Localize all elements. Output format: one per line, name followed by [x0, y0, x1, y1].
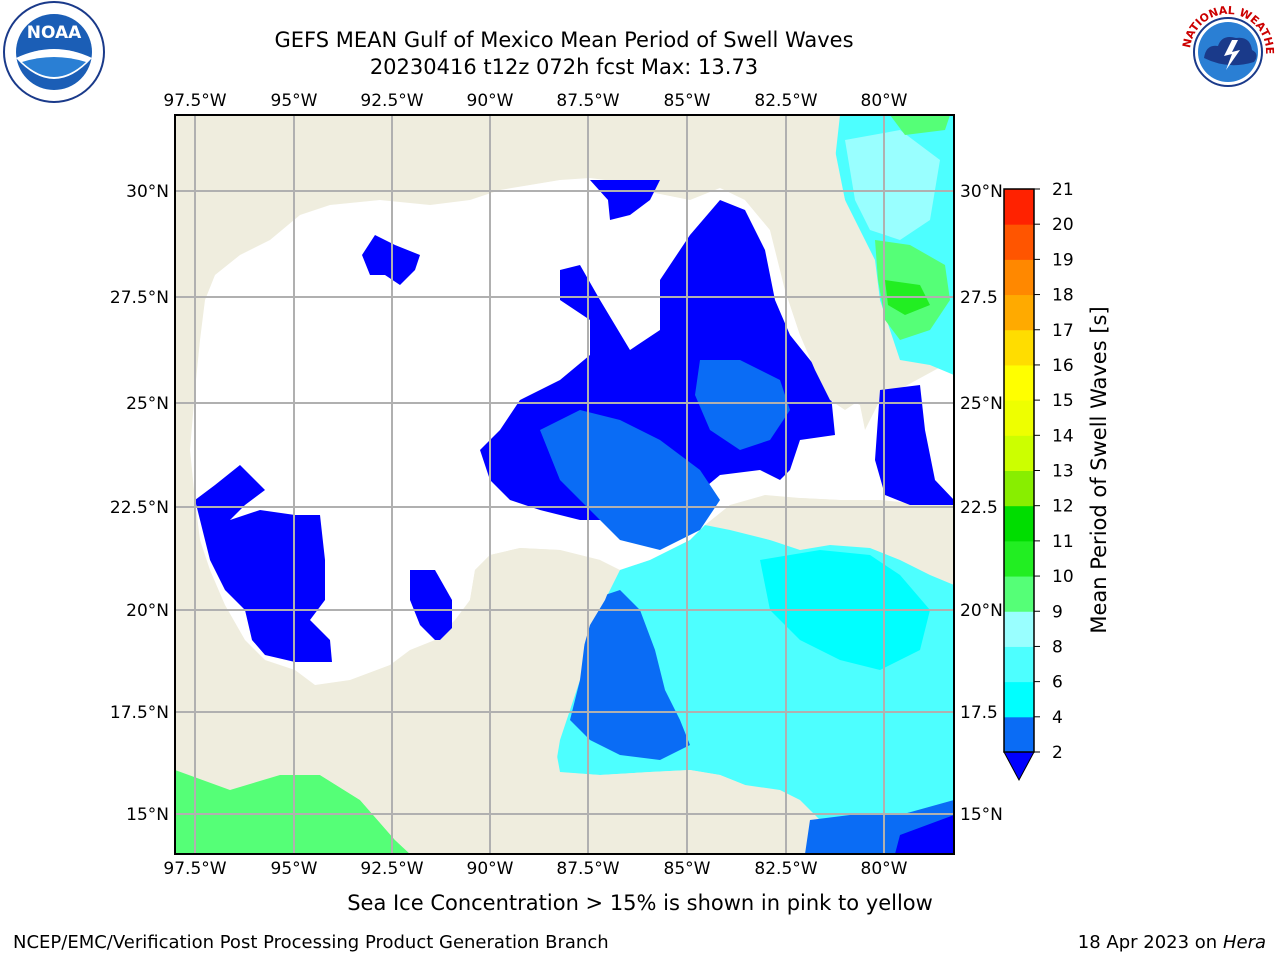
colorbar-tick-label: 21 — [1052, 180, 1074, 200]
lat-label: 30°N — [960, 182, 1003, 202]
central-america-land — [320, 770, 790, 854]
colorbar-tick-label: 11 — [1052, 532, 1074, 552]
colorbar-tick-label: 16 — [1052, 356, 1074, 376]
lon-label: 85°W — [664, 859, 711, 879]
lon-label: 82.5°W — [754, 91, 817, 111]
lon-label: 95°W — [271, 91, 318, 111]
lon-label: 85°W — [664, 91, 711, 111]
lat-label: 30°N — [126, 182, 169, 202]
colorbar-tick-label: 17 — [1052, 321, 1074, 341]
period-zone-2-4 — [570, 590, 690, 760]
period-zone-9-10 — [890, 115, 950, 135]
colorbar-segment — [1004, 364, 1034, 401]
colorbar-tick-label: 12 — [1052, 497, 1074, 517]
nws-logo: NATIONAL WEATHER SERVICE — [1176, 0, 1278, 102]
colorbar-tick-label: 20 — [1052, 215, 1074, 235]
colorbar-segment — [1004, 576, 1034, 612]
period-zone-0-2 — [875, 385, 954, 505]
colorbar-segment — [1004, 259, 1034, 296]
lon-label: 80°W — [861, 859, 908, 879]
lon-label: 87.5°W — [556, 859, 619, 879]
colorbar-segment — [1004, 540, 1034, 577]
lon-label: 92.5°W — [360, 859, 423, 879]
colorbar-tick-label: 18 — [1052, 286, 1074, 306]
colorbar-segment — [1004, 294, 1034, 331]
noaa-logo-text: NOAA — [27, 23, 82, 43]
lat-label: 27.5 — [960, 288, 998, 308]
footer-date: 18 Apr 2023 on Hera — [1078, 932, 1266, 953]
cuba-land — [705, 495, 954, 585]
colorbar-segment — [1004, 329, 1034, 366]
lat-label: 15°N — [126, 805, 169, 825]
lon-label: 82.5°W — [754, 859, 817, 879]
footer-date-text: 18 Apr 2023 on — [1077, 932, 1223, 953]
colorbar-segment — [1004, 681, 1034, 718]
yucatan-land — [410, 548, 615, 780]
colorbar-tick-label: 19 — [1052, 250, 1074, 270]
colorbar-segment — [1004, 435, 1034, 471]
lon-labels-top: 97.5°W 95°W 92.5°W 90°W 87.5°W 85°W 82.5… — [163, 91, 907, 111]
lat-labels-right: 30°N 27.5 25°N 22.5 20°N 17.5 15°N — [960, 182, 1003, 825]
lat-labels-left: 30°N 27.5°N 25°N 22.5°N 20°N 17.5°N 15°N — [110, 182, 169, 825]
period-zone-2-4 — [540, 410, 720, 550]
map-frame — [174, 114, 955, 855]
lon-label: 97.5°W — [163, 859, 226, 879]
sea-ice-note: Sea Ice Concentration > 15% is shown in … — [347, 891, 933, 915]
lat-label: 15°N — [960, 805, 1003, 825]
noaa-logo: NOAA — [3, 1, 105, 103]
footer-host: Hera — [1222, 932, 1266, 953]
lat-label: 20°N — [126, 601, 169, 621]
florida-land — [745, 150, 880, 410]
chart-subtitle: 20230416 t12z 072h fcst Max: 13.73 — [369, 55, 759, 79]
pacific-water — [175, 770, 410, 854]
period-zone-0-2 — [895, 815, 954, 854]
colorbar-segment — [1004, 505, 1034, 542]
lon-label: 90°W — [467, 91, 514, 111]
colorbar-tick-label: 14 — [1052, 426, 1074, 446]
colorbar-segment — [1004, 189, 1034, 225]
colorbar-tick-label: 4 — [1052, 708, 1063, 728]
colorbar-tick-label: 13 — [1052, 462, 1074, 482]
lon-label: 97.5°W — [163, 91, 226, 111]
period-zone-0-2 — [410, 570, 452, 640]
colorbar-tick-label: 6 — [1052, 673, 1063, 693]
lon-label: 80°W — [861, 91, 908, 111]
chart-title: GEFS MEAN Gulf of Mexico Mean Period of … — [274, 28, 854, 52]
colorbar-tick-label: 15 — [1052, 391, 1074, 411]
lon-label: 90°W — [467, 859, 514, 879]
colorbar-tick-label: 9 — [1052, 602, 1063, 622]
colorbar-label: Mean Period of Swell Waves [s] — [1087, 306, 1111, 633]
colorbar-extension — [1003, 751, 1035, 782]
lon-label: 92.5°W — [360, 91, 423, 111]
lat-label: 17.5 — [960, 703, 998, 723]
colorbar-segment — [1004, 611, 1034, 647]
lon-label: 95°W — [271, 859, 318, 879]
period-zone-8-9 — [845, 130, 940, 240]
colorbar-segment — [1004, 716, 1034, 753]
colorbar-tick-label: 10 — [1052, 567, 1074, 587]
colorbar-segment — [1004, 400, 1034, 436]
period-zone-2-4 — [695, 360, 790, 450]
lat-label: 27.5°N — [110, 288, 169, 308]
lat-label: 25°N — [960, 394, 1003, 414]
footer-credit: NCEP/EMC/Verification Post Processing Pr… — [13, 932, 609, 953]
lat-label: 22.5°N — [110, 498, 169, 518]
colorbar-tick-label: 8 — [1052, 637, 1063, 657]
lat-label: 22.5 — [960, 498, 998, 518]
lat-label: 17.5°N — [110, 703, 169, 723]
graticule — [175, 115, 954, 854]
lon-labels-bottom: 97.5°W 95°W 92.5°W 90°W 87.5°W 85°W 82.5… — [163, 859, 907, 879]
colorbar-segment — [1004, 224, 1034, 260]
colorbar-segment — [1004, 470, 1034, 507]
lat-label: 25°N — [126, 394, 169, 414]
lat-label: 20°N — [960, 601, 1003, 621]
colorbar-segment — [1004, 646, 1034, 683]
period-zone-0-2 — [195, 465, 332, 662]
colorbar-tick-label: 2 — [1052, 743, 1063, 763]
colorbar: 2 4 6 8 9 10 11 12 13 14 15 16 17 18 19 20 21 — [1003, 180, 1074, 782]
lon-label: 87.5°W — [556, 91, 619, 111]
